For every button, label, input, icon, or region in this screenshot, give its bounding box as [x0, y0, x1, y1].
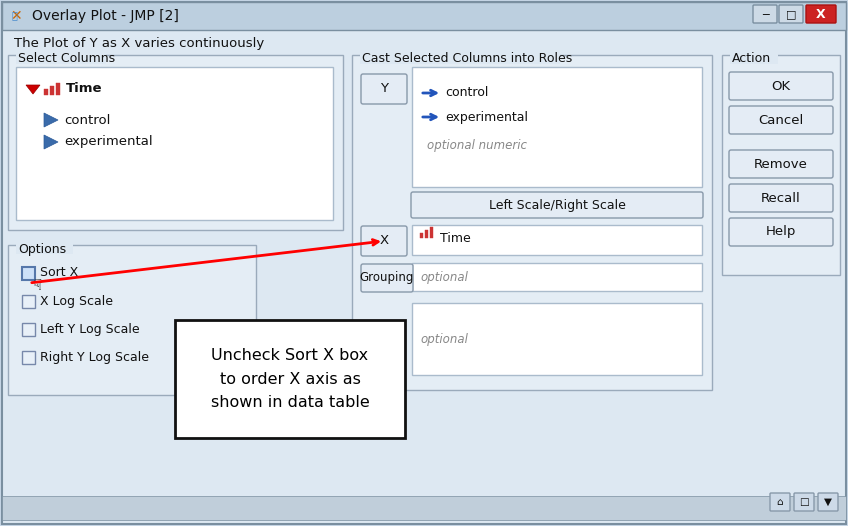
Bar	[22, 267, 35, 280]
FancyBboxPatch shape	[753, 5, 777, 23]
FancyBboxPatch shape	[729, 106, 833, 134]
Text: Grouping: Grouping	[360, 271, 414, 285]
Bar	[22, 351, 35, 364]
Bar	[16, 54, 106, 64]
Bar	[56, 83, 60, 95]
Bar	[360, 54, 560, 64]
Text: □: □	[799, 497, 809, 507]
FancyBboxPatch shape	[729, 218, 833, 246]
Text: Sort X: Sort X	[40, 267, 78, 279]
Text: Recall: Recall	[762, 191, 801, 205]
Text: X: X	[379, 235, 388, 248]
Text: ☟: ☟	[33, 278, 42, 292]
Text: Select Columns: Select Columns	[18, 53, 115, 66]
Text: Y: Y	[380, 83, 388, 96]
Bar	[2, 496, 846, 520]
FancyBboxPatch shape	[361, 226, 407, 256]
Bar	[8, 55, 343, 230]
Bar	[722, 55, 840, 275]
Bar	[412, 67, 702, 187]
Text: Options: Options	[18, 242, 66, 256]
Text: Right Y Log Scale: Right Y Log Scale	[40, 350, 149, 363]
FancyBboxPatch shape	[361, 264, 413, 292]
Text: Time: Time	[440, 231, 471, 245]
Text: control: control	[64, 114, 110, 126]
FancyBboxPatch shape	[729, 72, 833, 100]
Text: Help: Help	[766, 226, 796, 238]
Text: Cancel: Cancel	[758, 114, 804, 126]
Bar	[175, 320, 405, 438]
Text: X Log Scale: X Log Scale	[40, 295, 113, 308]
FancyBboxPatch shape	[770, 493, 790, 511]
Text: Action: Action	[732, 53, 771, 66]
Text: ─: ─	[762, 9, 768, 19]
Bar	[730, 54, 778, 64]
Polygon shape	[44, 113, 58, 127]
Text: Cast Selected Columns into Roles: Cast Selected Columns into Roles	[362, 53, 572, 66]
Text: Uncheck Sort X box
to order X axis as
shown in data table: Uncheck Sort X box to order X axis as sh…	[210, 348, 370, 410]
Text: X: X	[816, 7, 826, 21]
FancyBboxPatch shape	[411, 192, 703, 218]
Text: Time: Time	[66, 83, 103, 96]
Text: ⌒: ⌒	[11, 10, 17, 20]
Text: control: control	[445, 86, 488, 99]
Bar	[430, 227, 433, 238]
Text: OK: OK	[772, 79, 790, 93]
FancyBboxPatch shape	[729, 184, 833, 212]
Bar	[2, 2, 846, 30]
Bar	[50, 86, 54, 95]
Bar	[16, 67, 333, 220]
Text: Left Y Log Scale: Left Y Log Scale	[40, 322, 140, 336]
FancyBboxPatch shape	[361, 74, 407, 104]
Text: ✕: ✕	[10, 9, 22, 23]
Bar	[412, 225, 702, 255]
Bar	[420, 233, 423, 238]
Polygon shape	[26, 85, 40, 94]
Bar	[425, 230, 428, 238]
FancyBboxPatch shape	[729, 150, 833, 178]
Text: optional: optional	[420, 270, 468, 284]
FancyBboxPatch shape	[806, 5, 836, 23]
Bar	[8, 245, 256, 395]
Text: Overlay Plot - JMP [2]: Overlay Plot - JMP [2]	[32, 9, 179, 23]
Bar	[412, 303, 702, 375]
Text: experimental: experimental	[64, 136, 153, 148]
Polygon shape	[44, 135, 58, 149]
Text: □: □	[786, 9, 796, 19]
FancyBboxPatch shape	[779, 5, 803, 23]
Text: experimental: experimental	[445, 110, 528, 124]
Text: optional numeric: optional numeric	[427, 138, 527, 151]
Text: The Plot of Y as X varies continuously: The Plot of Y as X varies continuously	[14, 36, 265, 49]
FancyBboxPatch shape	[818, 493, 838, 511]
Text: Remove: Remove	[754, 157, 808, 170]
Bar	[44, 89, 48, 95]
Bar	[22, 295, 35, 308]
Text: optional: optional	[420, 332, 468, 346]
Bar	[352, 55, 712, 390]
Text: ▼: ▼	[824, 497, 832, 507]
Bar	[22, 323, 35, 336]
Bar	[412, 263, 702, 291]
Text: Left Scale/Right Scale: Left Scale/Right Scale	[488, 198, 626, 211]
Text: ⌂: ⌂	[777, 497, 784, 507]
Bar	[16, 244, 73, 254]
FancyBboxPatch shape	[794, 493, 814, 511]
